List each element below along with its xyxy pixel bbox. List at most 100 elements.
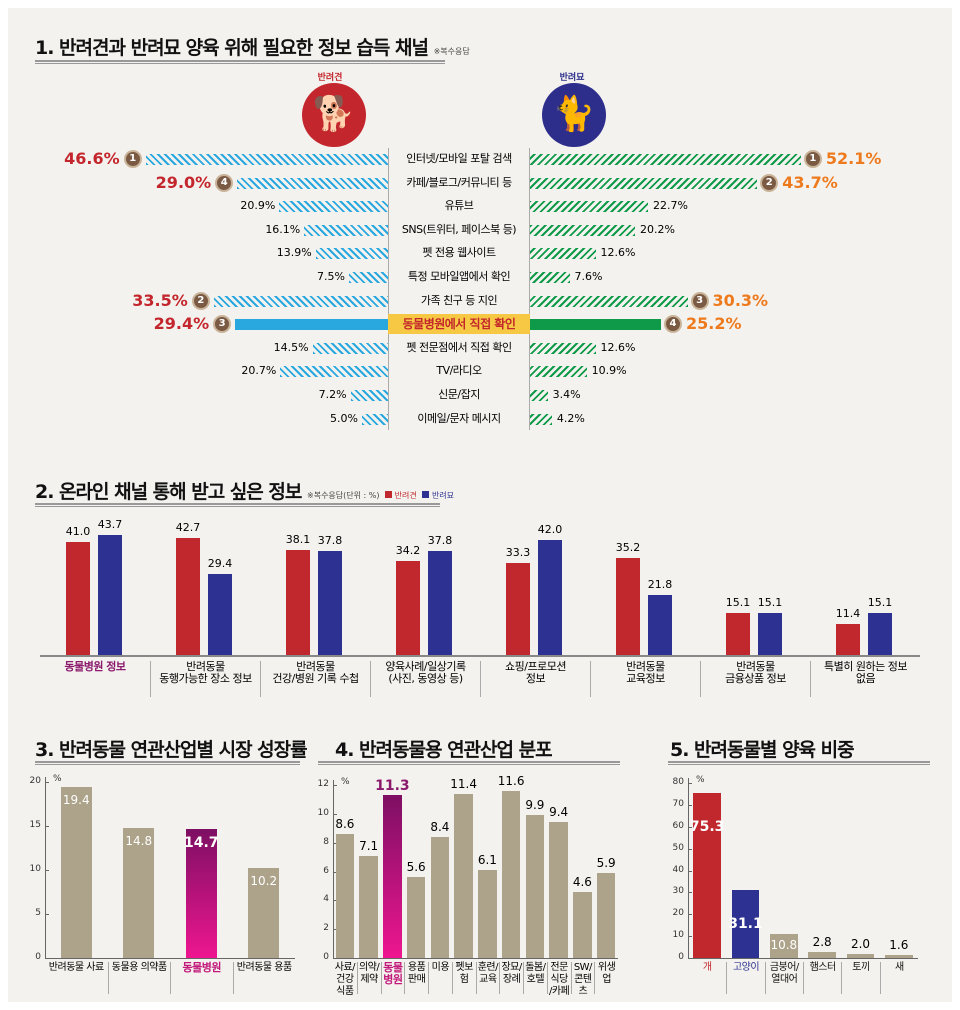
dog-bar <box>213 295 388 307</box>
bar <box>123 827 155 958</box>
dog-bar <box>350 390 388 401</box>
bar <box>478 870 497 958</box>
bar <box>808 951 836 958</box>
bar-value: 19.4 <box>62 793 90 808</box>
bar <box>525 815 545 958</box>
tick-mark <box>45 958 49 959</box>
category-label: 토끼 <box>841 962 879 994</box>
bar-value: 42.7 <box>175 520 201 534</box>
cat-bar <box>428 551 452 655</box>
bar-value: 4.6 <box>572 874 592 889</box>
dog-value: 29.0% <box>155 172 212 192</box>
bar-value: 5.9 <box>596 855 616 870</box>
tick-mark <box>688 936 692 938</box>
category-label: 동물병원에서 직접 확인 <box>388 314 530 335</box>
dog-label: 반려견 <box>317 73 343 83</box>
category-label: 전문식당/카페 <box>546 962 571 997</box>
bar-value: 15.1 <box>757 596 783 610</box>
tick-mark <box>333 842 337 844</box>
bar <box>60 787 92 958</box>
bar-value: 33.3 <box>505 546 531 560</box>
cat-value: 12.6% <box>600 340 636 354</box>
bar-value: 11.3 <box>375 778 410 795</box>
bar <box>383 795 402 958</box>
tick-mark <box>688 804 692 806</box>
dog-bar <box>279 201 388 213</box>
category-label: 가족 친구 등 지인 <box>420 293 498 307</box>
cat-bar <box>530 272 570 283</box>
category-label: 반려동물 동행가능한 장소 정보 <box>150 661 260 697</box>
section2-note: ※복수응답(단위 : %) <box>307 491 380 500</box>
y-axis <box>688 778 689 958</box>
bar <box>885 954 913 958</box>
category-label: 훈련/교육 <box>475 962 500 994</box>
tick-mark <box>45 914 49 915</box>
y-tick-label: 0 <box>678 952 684 962</box>
bar-value: 15.1 <box>725 596 751 610</box>
category-label: 펫 전용 웹사이트 <box>422 246 496 260</box>
category-label: 카페/블로그/커뮤니티 등 <box>406 175 512 189</box>
cat-bar <box>538 539 562 655</box>
bar-value: 34.2 <box>395 543 421 557</box>
category-label: 반려동물 금융상품 정보 <box>700 661 810 697</box>
cat-value: 22.7% <box>653 199 688 213</box>
bar-value: 7.1 <box>359 838 379 853</box>
y-tick-label: 60 <box>672 820 684 831</box>
section1-note: ※복수응답 <box>433 47 470 56</box>
divider <box>318 761 620 765</box>
category-label: 특별히 원하는 정보 없음 <box>810 661 920 697</box>
category-label: TV/라디오 <box>436 364 482 378</box>
x-axis <box>333 958 618 959</box>
y-tick-label: 15 <box>29 820 41 830</box>
category-label: 양육사례/일상기록 (사진, 동영상 등) <box>370 661 480 697</box>
bar-value: 75.3 <box>689 819 725 836</box>
tick-mark <box>688 892 692 894</box>
bar-value: 5.6 <box>406 860 426 875</box>
rank-badge: 1 <box>123 150 142 168</box>
category-label: 신문/잡지 <box>438 388 480 401</box>
category-label: SNS(트위터, 페이스북 등) <box>401 222 517 236</box>
bar-value: 1.6 <box>889 937 909 952</box>
y-tick-label: 20 <box>29 776 41 786</box>
category-label: 반려동물 용품 <box>232 962 296 994</box>
cat-value: 10.9% <box>591 364 627 378</box>
dog-bar <box>304 224 388 236</box>
cat-label: 반려묘 <box>559 73 585 83</box>
cat-value: 43.7% <box>782 172 838 192</box>
x-axis <box>45 958 295 959</box>
category-label: 고양이 <box>726 962 764 994</box>
bar-value: 15.1 <box>867 596 893 610</box>
category-label: 사료/건강식품 <box>334 962 356 997</box>
category-label: 미용 <box>428 962 452 994</box>
bar-value: 38.1 <box>285 533 311 547</box>
tick-mark <box>333 900 337 902</box>
cat-bar <box>530 248 596 260</box>
cat-value: 52.1% <box>825 149 882 168</box>
bar <box>501 790 521 958</box>
section1-title: 1. 반려견과 반려묘 양육 위해 필요한 정보 습득 채널 ※복수응답 <box>35 37 470 59</box>
bar-value: 41.0 <box>65 525 91 539</box>
cat-value: 3.4% <box>552 388 581 401</box>
rank-badge: 3 <box>213 315 232 334</box>
bar-value: 11.4 <box>450 776 477 791</box>
cat-bar <box>530 154 801 165</box>
cat-bar <box>98 534 122 655</box>
rank-badge: 1 <box>803 150 822 168</box>
y-tick-label: 50 <box>672 842 684 853</box>
cat-value: 30.3% <box>712 290 769 310</box>
cat-value: 25.2% <box>686 314 742 334</box>
category-label: 돌봄/호텔 <box>523 962 547 994</box>
y-tick-label: 8 <box>323 836 329 847</box>
category-label: 의약/제약 <box>356 962 381 994</box>
dog-value: 20.9% <box>240 199 276 213</box>
dog-bar <box>237 177 388 189</box>
y-tick-label: 40 <box>672 864 684 875</box>
divider <box>35 60 445 64</box>
bar <box>770 934 798 958</box>
bar-value: 43.7 <box>97 517 123 531</box>
dog-value: 29.4% <box>153 314 210 334</box>
y-tick-label: 20 <box>672 908 684 919</box>
unit-label: % <box>53 774 62 784</box>
category-label: 쇼핑/프로모션 정보 <box>480 661 590 697</box>
